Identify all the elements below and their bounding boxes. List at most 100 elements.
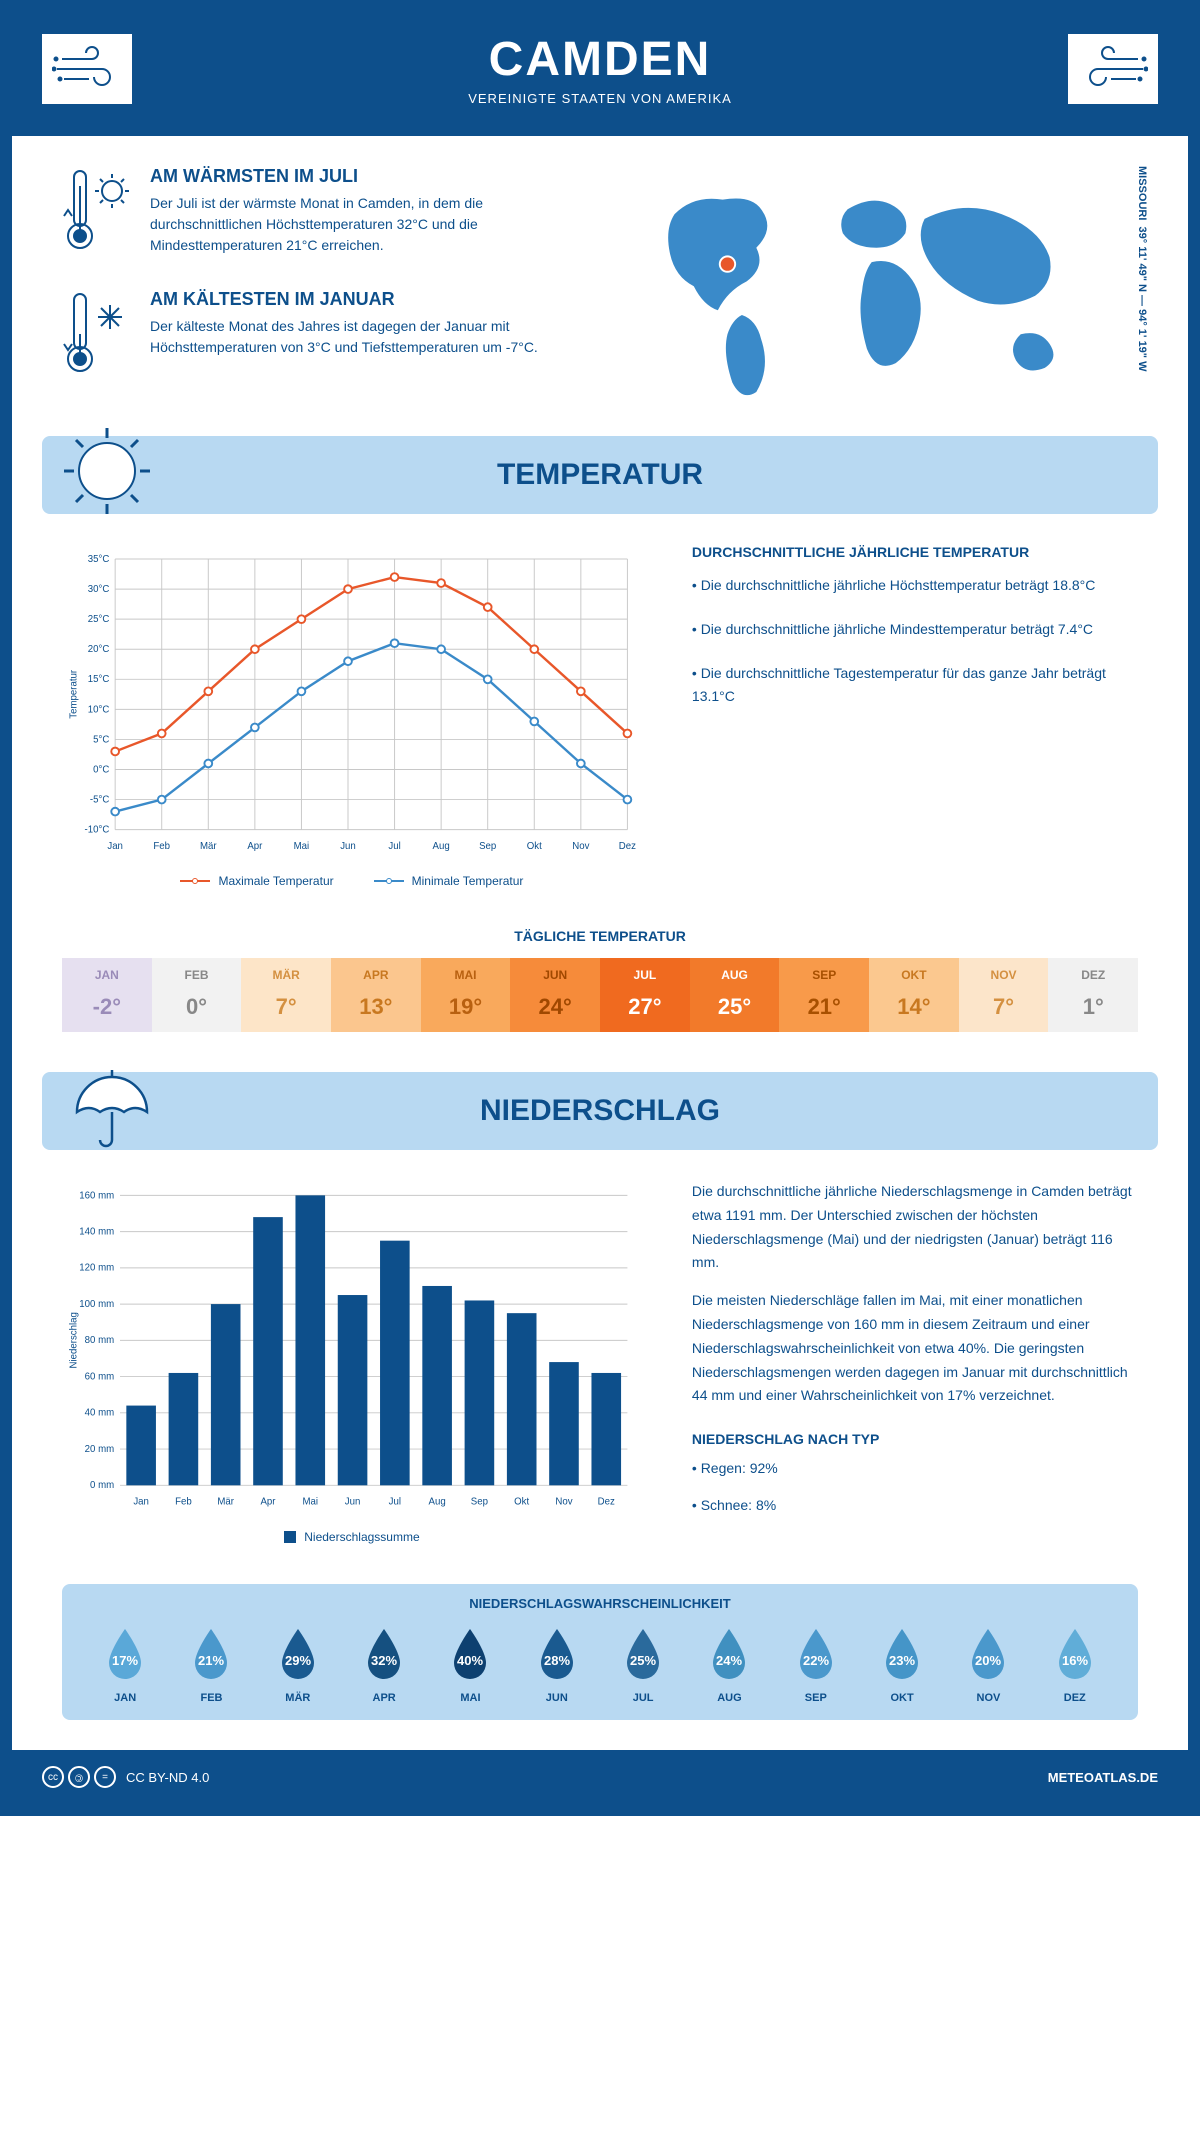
- svg-text:Dez: Dez: [619, 841, 636, 852]
- svg-text:20 mm: 20 mm: [85, 1444, 115, 1455]
- svg-text:Mär: Mär: [200, 841, 217, 852]
- cc-icons: cc🄯=: [42, 1766, 116, 1788]
- temp-cell: JAN-2°: [62, 958, 152, 1032]
- svg-text:Dez: Dez: [598, 1497, 615, 1508]
- probability-drop: 16%DEZ: [1032, 1625, 1118, 1704]
- daily-temp-bar: JAN-2°FEB0°MÄR7°APR13°MAI19°JUN24°JUL27°…: [62, 958, 1138, 1032]
- svg-text:Jun: Jun: [345, 1497, 361, 1508]
- probability-drop: 23%OKT: [859, 1625, 945, 1704]
- prob-title: NIEDERSCHLAGSWAHRSCHEINLICHKEIT: [82, 1596, 1118, 1611]
- svg-text:Okt: Okt: [527, 841, 542, 852]
- svg-text:140 mm: 140 mm: [79, 1227, 114, 1238]
- probability-drop: 20%NOV: [945, 1625, 1031, 1704]
- svg-text:Okt: Okt: [514, 1497, 529, 1508]
- probability-drop: 32%APR: [341, 1625, 427, 1704]
- svg-text:15°C: 15°C: [88, 674, 110, 685]
- svg-text:40%: 40%: [457, 1653, 483, 1668]
- svg-text:35°C: 35°C: [88, 554, 110, 565]
- temperature-line-chart: -10°C-5°C0°C5°C10°C15°C20°C25°C30°C35°CJ…: [62, 544, 642, 864]
- svg-text:29%: 29%: [285, 1653, 311, 1668]
- svg-text:20°C: 20°C: [88, 644, 110, 655]
- svg-text:10°C: 10°C: [88, 704, 110, 715]
- precip-section-header: NIEDERSCHLAG: [42, 1072, 1158, 1150]
- svg-text:Mai: Mai: [294, 841, 310, 852]
- svg-text:25%: 25%: [630, 1653, 656, 1668]
- precip-legend: Niederschlagssumme: [62, 1530, 642, 1544]
- temperature-section-header: TEMPERATUR: [42, 436, 1158, 514]
- temp-cell: APR13°: [331, 958, 421, 1032]
- city-title: CAMDEN: [132, 32, 1068, 87]
- svg-text:Nov: Nov: [555, 1497, 572, 1508]
- cold-title: AM KÄLTESTEN IM JANUAR: [150, 289, 585, 310]
- svg-text:160 mm: 160 mm: [79, 1190, 114, 1201]
- temp-cell: FEB0°: [152, 958, 242, 1032]
- svg-text:5°C: 5°C: [93, 734, 109, 745]
- thermometer-sun-icon: [62, 166, 132, 261]
- precip-type-2: • Schnee: 8%: [692, 1494, 1138, 1518]
- svg-text:Aug: Aug: [429, 1497, 446, 1508]
- precip-chart-row: 0 mm20 mm40 mm60 mm80 mm100 mm120 mm140 …: [12, 1150, 1188, 1564]
- svg-text:Aug: Aug: [433, 841, 450, 852]
- temp-cell: OKT14°: [869, 958, 959, 1032]
- world-map: [615, 166, 1138, 416]
- svg-text:Feb: Feb: [175, 1497, 192, 1508]
- svg-text:Mär: Mär: [217, 1497, 234, 1508]
- svg-text:Apr: Apr: [247, 841, 263, 852]
- top-section: AM WÄRMSTEN IM JULI Der Juli ist der wär…: [12, 136, 1188, 436]
- precip-type-title: NIEDERSCHLAG NACH TYP: [692, 1428, 1138, 1450]
- temp-cell: DEZ1°: [1048, 958, 1138, 1032]
- stats-title: DURCHSCHNITTLICHE JÄHRLICHE TEMPERATUR: [692, 544, 1138, 560]
- temp-cell: MÄR7°: [241, 958, 331, 1032]
- svg-text:Mai: Mai: [302, 1497, 318, 1508]
- probability-drops: 17%JAN21%FEB29%MÄR32%APR40%MAI28%JUN25%J…: [82, 1625, 1118, 1704]
- coordinates: MISSOURI 39° 11' 49" N — 94° 1' 19" W: [1136, 166, 1148, 371]
- svg-text:40 mm: 40 mm: [85, 1408, 115, 1419]
- precip-para-1: Die durchschnittliche jährliche Niedersc…: [692, 1180, 1138, 1275]
- svg-text:Apr: Apr: [260, 1497, 276, 1508]
- svg-text:Temperatur: Temperatur: [68, 669, 79, 719]
- svg-text:24%: 24%: [716, 1653, 742, 1668]
- temp-cell: SEP21°: [779, 958, 869, 1032]
- svg-text:16%: 16%: [1062, 1653, 1088, 1668]
- cold-text: Der kälteste Monat des Jahres ist dagege…: [150, 316, 585, 358]
- infographic-container: CAMDEN VEREINIGTE STAATEN VON AMERIKA AM…: [0, 0, 1200, 1816]
- temperature-title: TEMPERATUR: [72, 458, 1128, 492]
- precip-title: NIEDERSCHLAG: [72, 1094, 1128, 1128]
- probability-drop: 22%SEP: [773, 1625, 859, 1704]
- probability-drop: 28%JUN: [514, 1625, 600, 1704]
- probability-drop: 21%FEB: [168, 1625, 254, 1704]
- stat-3: • Die durchschnittliche Tagestemperatur …: [692, 662, 1138, 710]
- svg-text:Sep: Sep: [479, 841, 496, 852]
- svg-text:80 mm: 80 mm: [85, 1335, 115, 1346]
- svg-text:120 mm: 120 mm: [79, 1263, 114, 1274]
- svg-text:-10°C: -10°C: [85, 825, 110, 836]
- svg-text:20%: 20%: [975, 1653, 1001, 1668]
- cold-fact: AM KÄLTESTEN IM JANUAR Der kälteste Mona…: [62, 289, 585, 384]
- temp-cell: NOV7°: [959, 958, 1049, 1032]
- wind-icon-left: [42, 34, 132, 104]
- probability-drop: 17%JAN: [82, 1625, 168, 1704]
- header: CAMDEN VEREINIGTE STAATEN VON AMERIKA: [12, 12, 1188, 136]
- warm-text: Der Juli ist der wärmste Monat in Camden…: [150, 193, 585, 256]
- probability-drop: 40%MAI: [427, 1625, 513, 1704]
- stat-2: • Die durchschnittliche jährliche Mindes…: [692, 618, 1138, 642]
- svg-text:17%: 17%: [112, 1653, 138, 1668]
- svg-text:Jan: Jan: [107, 841, 123, 852]
- probability-drop: 25%JUL: [600, 1625, 686, 1704]
- svg-text:Jul: Jul: [388, 841, 400, 852]
- temp-cell: AUG25°: [690, 958, 780, 1032]
- sun-icon: [62, 426, 152, 516]
- svg-text:Jan: Jan: [133, 1497, 149, 1508]
- svg-text:25°C: 25°C: [88, 614, 110, 625]
- svg-text:Jul: Jul: [389, 1497, 401, 1508]
- svg-text:Feb: Feb: [153, 841, 170, 852]
- svg-text:Sep: Sep: [471, 1497, 488, 1508]
- probability-drop: 29%MÄR: [255, 1625, 341, 1704]
- svg-text:-5°C: -5°C: [90, 794, 109, 805]
- svg-text:100 mm: 100 mm: [79, 1299, 114, 1310]
- svg-text:60 mm: 60 mm: [85, 1371, 115, 1382]
- temp-cell: MAI19°: [421, 958, 511, 1032]
- temp-cell: JUN24°: [510, 958, 600, 1032]
- svg-text:32%: 32%: [371, 1653, 397, 1668]
- stat-1: • Die durchschnittliche jährliche Höchst…: [692, 574, 1138, 598]
